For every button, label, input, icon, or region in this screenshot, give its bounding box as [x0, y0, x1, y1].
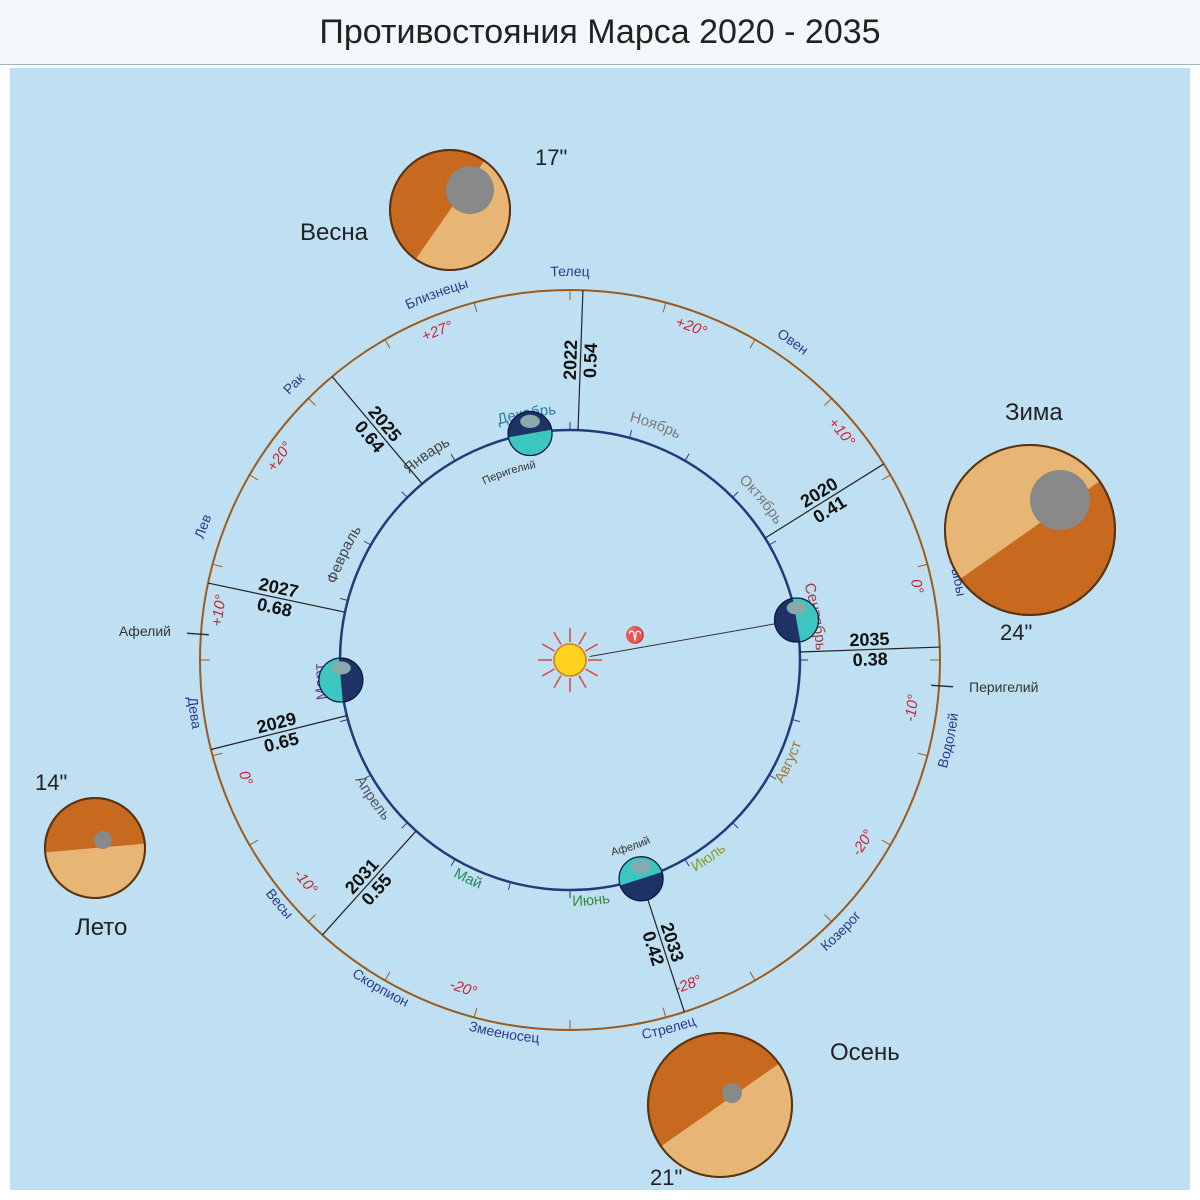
svg-text:0.38: 0.38 — [852, 649, 888, 670]
earth-apsis: Перигелий — [481, 459, 537, 487]
apsis-Афелий: Афелий — [119, 623, 171, 639]
mars-disk-Зима — [878, 374, 1115, 615]
mars-disk-Лето — [35, 798, 161, 923]
sun-icon — [554, 644, 586, 676]
declination: +20° — [674, 314, 710, 341]
declination: 0° — [907, 577, 927, 595]
season-Зима: Зима — [1005, 399, 1063, 426]
arcsec-Весна: 17" — [535, 145, 567, 170]
declination: +27° — [419, 318, 455, 346]
zodiac-Скорпион: Скорпион — [350, 965, 412, 1010]
declination: -10° — [902, 694, 923, 724]
zodiac-Водолей: Водолей — [934, 712, 961, 770]
declination: +10° — [825, 415, 858, 450]
declination: 0° — [235, 769, 256, 788]
declination: +10° — [209, 593, 230, 627]
aries-symbol: ♈ — [625, 626, 645, 645]
mars-oppositions-chart: ТелецОвенРыбыВодолейКозерогСтрелецЗмеено… — [0, 0, 1200, 1200]
season-Лето: Лето — [75, 914, 127, 941]
season-Весна: Весна — [300, 219, 369, 246]
month-Октябрь: Октябрь — [736, 471, 787, 527]
declination: -10° — [290, 866, 321, 898]
zodiac-Козерог: Козерог — [817, 907, 864, 954]
svg-text:0.54: 0.54 — [580, 343, 601, 379]
zodiac-Овен: Овен — [775, 325, 812, 358]
month-Февраль: Февраль — [324, 522, 366, 585]
zodiac-Телец: Телец — [550, 263, 590, 279]
earth-apsis: Афелий — [610, 835, 652, 859]
month-Май: Май — [451, 865, 484, 893]
declination: -28° — [673, 972, 705, 997]
season-Осень: Осень — [830, 1039, 900, 1066]
month-Ноябрь: Ноябрь — [628, 409, 684, 443]
vernal-equinox-line — [590, 623, 782, 657]
declination: -20° — [447, 976, 478, 1001]
svg-text:2022: 2022 — [560, 339, 581, 380]
declination: -20° — [848, 827, 877, 859]
month-Июнь: Июнь — [572, 890, 611, 910]
arcsec-Лето: 14" — [35, 770, 67, 795]
month-Январь: Январь — [400, 433, 453, 477]
arcsec-Зима: 24" — [1000, 620, 1032, 645]
apsis-Перигелий: Перигелий — [969, 679, 1038, 695]
zodiac-Лев: Лев — [191, 512, 214, 541]
zodiac-Рак: Рак — [280, 369, 308, 397]
svg-text:2035: 2035 — [849, 629, 890, 650]
zodiac-Змееносец: Змееносец — [467, 1018, 540, 1046]
arcsec-Осень: 21" — [650, 1165, 682, 1190]
